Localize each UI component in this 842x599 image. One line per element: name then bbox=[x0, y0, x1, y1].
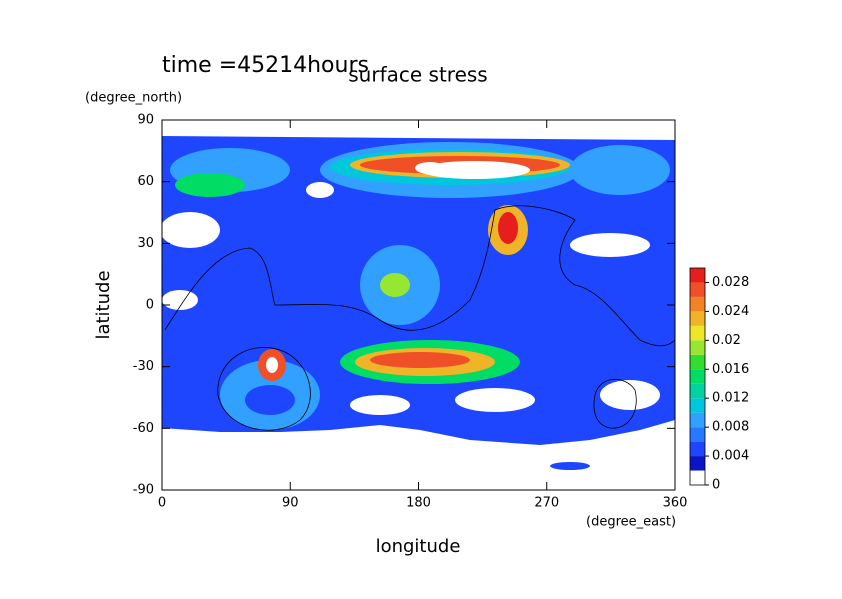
colorbar-segment bbox=[690, 354, 705, 370]
colorbar-segment bbox=[690, 441, 705, 457]
colorbar-segment bbox=[690, 427, 705, 442]
colorbar-segment bbox=[690, 282, 705, 297]
y-tick-label: -30 bbox=[133, 359, 154, 374]
field bbox=[160, 136, 675, 470]
field-hole bbox=[420, 161, 530, 179]
field-hole bbox=[455, 388, 535, 412]
field-patch bbox=[498, 212, 518, 244]
x-tick-label: 90 bbox=[282, 496, 299, 511]
field-patch bbox=[175, 173, 245, 197]
colorbar-tick-label: 0.024 bbox=[712, 304, 749, 319]
time-annotation: time =45214hours bbox=[162, 53, 369, 78]
field-patch bbox=[550, 462, 590, 470]
field-hole bbox=[306, 182, 334, 198]
x-tick-label: 270 bbox=[534, 496, 559, 511]
colorbar-tick-label: 0.02 bbox=[712, 333, 741, 348]
colorbar-tick-label: 0.008 bbox=[712, 420, 749, 435]
colorbar-frame bbox=[689, 267, 706, 486]
x-tick-label: 0 bbox=[158, 496, 166, 511]
field-patch bbox=[245, 385, 295, 415]
colorbar-tick-label: 0.004 bbox=[712, 449, 749, 464]
field-hole bbox=[600, 380, 660, 410]
colorbar-segment bbox=[690, 296, 705, 312]
field-hole bbox=[415, 162, 445, 174]
y-tick-label: 0 bbox=[146, 298, 154, 313]
field-patch bbox=[380, 273, 410, 297]
colorbar-segment bbox=[690, 412, 705, 428]
colorbar-segment bbox=[690, 383, 705, 399]
x-axis-label: longitude bbox=[376, 536, 461, 557]
x-unit: (degree_east) bbox=[586, 515, 676, 530]
coastline bbox=[217, 347, 311, 431]
colorbar-segment bbox=[690, 456, 705, 471]
field-patch bbox=[570, 145, 670, 195]
colorbar-segment bbox=[690, 268, 705, 283]
field-patch bbox=[370, 352, 470, 368]
x-tick-label: 180 bbox=[406, 496, 431, 511]
colorbar-tick-label: 0.012 bbox=[712, 391, 749, 406]
y-tick-label: -90 bbox=[133, 483, 154, 498]
y-tick-label: 30 bbox=[137, 236, 154, 251]
colorbar-segment bbox=[690, 340, 705, 355]
field-hole bbox=[266, 357, 278, 373]
coastline bbox=[593, 378, 637, 429]
y-tick-label: 60 bbox=[137, 174, 154, 189]
colorbar-tick-label: 0 bbox=[712, 478, 720, 493]
y-tick-label: -60 bbox=[133, 421, 154, 436]
colorbar-tick-label: 0.016 bbox=[712, 362, 749, 377]
y-axis-label: latitude bbox=[93, 270, 114, 339]
field-hole bbox=[160, 212, 220, 248]
coastline bbox=[164, 205, 676, 347]
colorbar-segment bbox=[690, 470, 705, 485]
colorbar-segment bbox=[690, 369, 705, 384]
colorbar-tick-label: 0.028 bbox=[712, 275, 749, 290]
x-tick-label: 360 bbox=[663, 496, 688, 511]
y-tick-label: 90 bbox=[137, 113, 154, 128]
field-hole bbox=[350, 395, 410, 415]
chart-title: surface stress bbox=[348, 63, 487, 87]
colorbar-segment bbox=[690, 325, 705, 341]
field-hole bbox=[162, 290, 198, 310]
colorbar-segment bbox=[690, 311, 705, 326]
field-hole bbox=[570, 233, 650, 257]
colorbar-segment bbox=[690, 398, 705, 413]
coastlines bbox=[164, 205, 676, 431]
y-unit: (degree_north) bbox=[85, 91, 182, 106]
